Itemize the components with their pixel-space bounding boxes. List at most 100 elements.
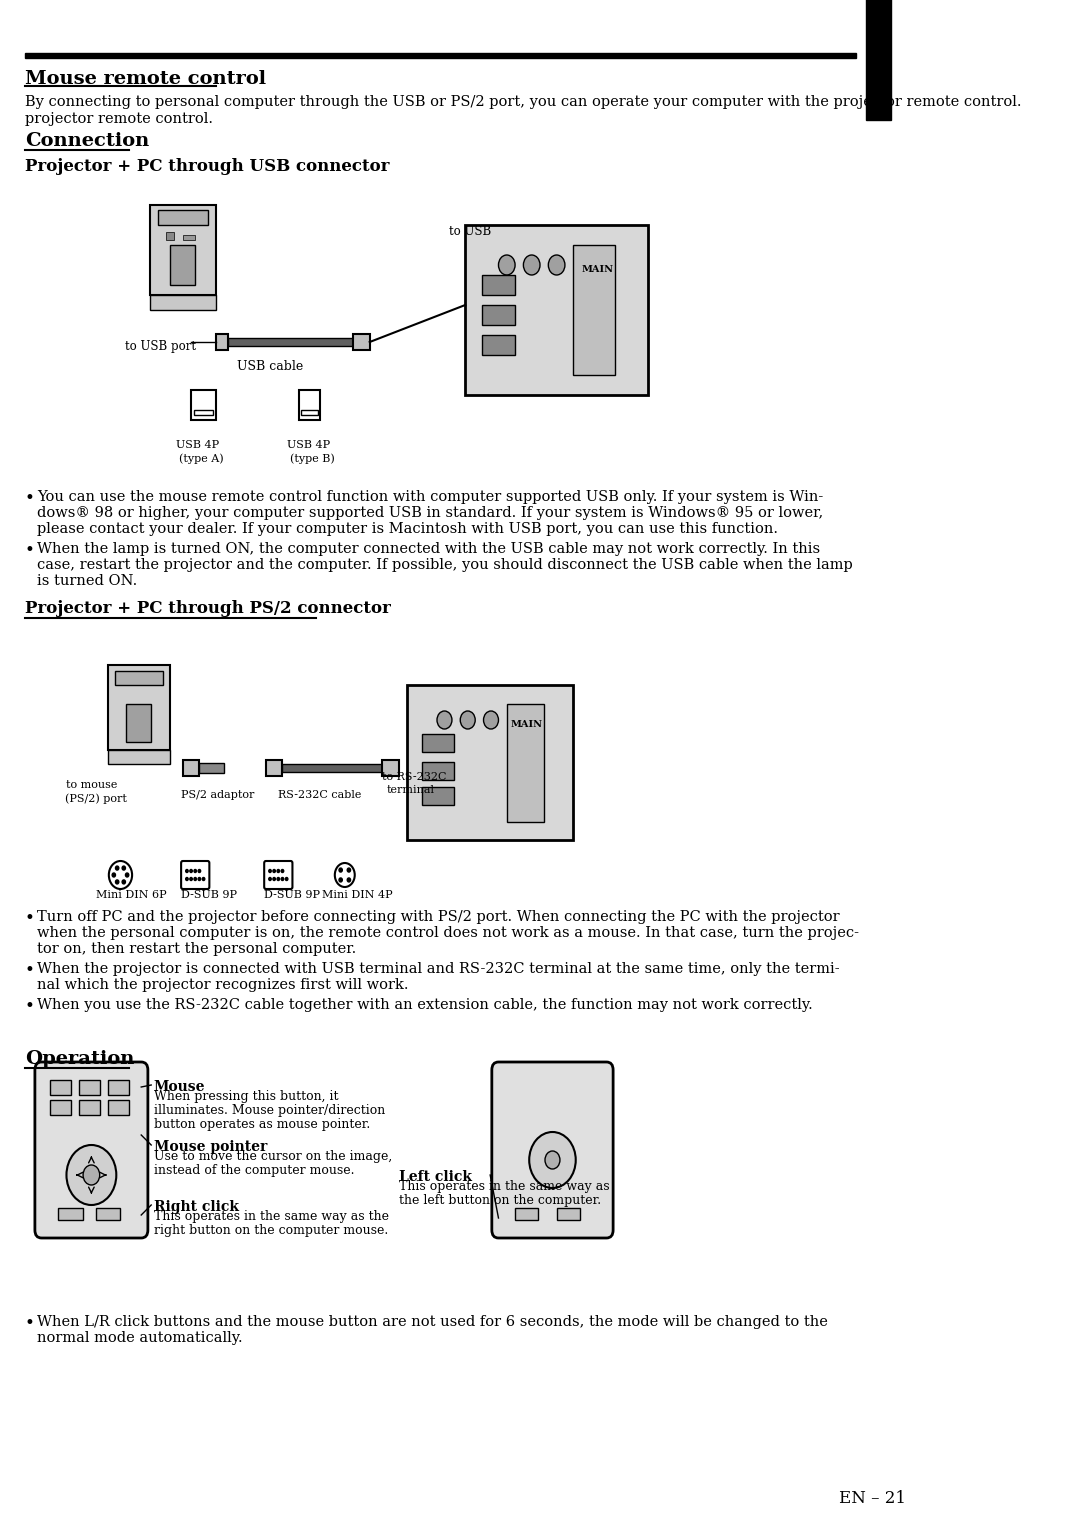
Bar bbox=[407, 685, 573, 840]
Text: When the lamp is turned ON, the computer connected with the USB cable may not wo: When the lamp is turned ON, the computer… bbox=[38, 542, 821, 556]
Bar bbox=[79, 1100, 99, 1115]
Text: button operates as mouse pointer.: button operates as mouse pointer. bbox=[153, 1118, 370, 1131]
Text: This operates in the same way as the: This operates in the same way as the bbox=[153, 1210, 389, 1222]
Text: to RS-232C: to RS-232C bbox=[382, 772, 447, 782]
Text: When L/R click buttons and the mouse button are not used for 6 seconds, the mode: When L/R click buttons and the mouse but… bbox=[38, 1316, 828, 1329]
Circle shape bbox=[198, 869, 201, 872]
Text: When you use the RS-232C cable together with an extension cable, the function ma: When you use the RS-232C cable together … bbox=[38, 998, 813, 1012]
Bar bbox=[200, 762, 225, 773]
Bar bbox=[166, 232, 175, 240]
Circle shape bbox=[549, 255, 565, 275]
Circle shape bbox=[186, 877, 188, 880]
Circle shape bbox=[281, 877, 284, 880]
Circle shape bbox=[109, 860, 132, 889]
Text: Mini DIN 6P: Mini DIN 6P bbox=[95, 889, 166, 900]
Bar bbox=[422, 733, 454, 752]
Text: Operation: Operation bbox=[25, 1050, 134, 1068]
Bar bbox=[300, 410, 319, 416]
Bar bbox=[266, 759, 283, 776]
Bar bbox=[216, 335, 229, 350]
Bar bbox=[482, 335, 515, 354]
Bar bbox=[382, 759, 399, 776]
Text: By connecting to personal computer through the USB or PS/2 port, you can operate: By connecting to personal computer throu… bbox=[25, 95, 1022, 108]
Bar bbox=[25, 53, 855, 58]
FancyBboxPatch shape bbox=[265, 860, 293, 889]
Text: USB 4P: USB 4P bbox=[176, 440, 219, 451]
Circle shape bbox=[194, 877, 197, 880]
Circle shape bbox=[460, 711, 475, 729]
Text: Turn off PC and the projector before connecting with PS/2 port. When connecting : Turn off PC and the projector before con… bbox=[38, 911, 840, 924]
Bar bbox=[422, 787, 454, 805]
Bar bbox=[183, 235, 195, 240]
Text: (type A): (type A) bbox=[178, 452, 224, 463]
Bar bbox=[482, 306, 515, 325]
Text: to mouse: to mouse bbox=[67, 779, 118, 790]
FancyBboxPatch shape bbox=[35, 1062, 148, 1238]
Bar bbox=[58, 1209, 83, 1219]
Text: Connection: Connection bbox=[25, 131, 149, 150]
Bar bbox=[149, 295, 216, 310]
Circle shape bbox=[116, 866, 119, 869]
Text: Projector + PC through PS/2 connector: Projector + PC through PS/2 connector bbox=[25, 601, 391, 617]
Bar bbox=[299, 390, 320, 420]
Text: Mouse: Mouse bbox=[153, 1080, 205, 1094]
Circle shape bbox=[348, 879, 351, 882]
Bar bbox=[353, 335, 369, 350]
Bar bbox=[158, 209, 207, 225]
Bar bbox=[50, 1080, 70, 1096]
Text: •: • bbox=[25, 490, 35, 507]
Text: PS/2 adaptor: PS/2 adaptor bbox=[181, 790, 255, 801]
Bar bbox=[108, 1080, 129, 1096]
Circle shape bbox=[484, 711, 499, 729]
Bar bbox=[183, 759, 200, 776]
Text: •: • bbox=[25, 911, 35, 927]
Text: to USB: to USB bbox=[448, 225, 491, 238]
Text: You can use the mouse remote control function with computer supported USB only. : You can use the mouse remote control fun… bbox=[38, 490, 824, 504]
Circle shape bbox=[339, 879, 342, 882]
Bar bbox=[465, 225, 648, 396]
Circle shape bbox=[529, 1132, 576, 1187]
Text: is turned ON.: is turned ON. bbox=[38, 575, 137, 588]
Circle shape bbox=[125, 872, 129, 877]
Text: nal which the projector recognizes first will work.: nal which the projector recognizes first… bbox=[38, 978, 409, 992]
Text: instead of the computer mouse.: instead of the computer mouse. bbox=[153, 1164, 354, 1177]
Bar bbox=[515, 1209, 538, 1219]
Text: Mini DIN 4P: Mini DIN 4P bbox=[322, 889, 393, 900]
Text: When pressing this button, it: When pressing this button, it bbox=[153, 1089, 338, 1103]
Circle shape bbox=[83, 1164, 99, 1186]
Text: •: • bbox=[25, 542, 35, 559]
Circle shape bbox=[545, 1151, 559, 1169]
Text: USB cable: USB cable bbox=[237, 361, 303, 373]
Bar bbox=[283, 764, 382, 772]
Text: When the projector is connected with USB terminal and RS-232C terminal at the sa: When the projector is connected with USB… bbox=[38, 963, 840, 976]
Circle shape bbox=[524, 255, 540, 275]
Circle shape bbox=[190, 877, 192, 880]
Bar bbox=[149, 205, 216, 295]
FancyBboxPatch shape bbox=[491, 1062, 613, 1238]
Text: case, restart the projector and the computer. If possible, you should disconnect: case, restart the projector and the comp… bbox=[38, 558, 853, 571]
Text: Mouse remote control: Mouse remote control bbox=[25, 70, 266, 89]
Circle shape bbox=[273, 877, 275, 880]
Bar bbox=[126, 704, 151, 743]
Circle shape bbox=[67, 1144, 117, 1206]
Bar bbox=[171, 244, 195, 286]
Bar bbox=[191, 390, 216, 420]
Text: •: • bbox=[25, 998, 35, 1015]
Bar bbox=[507, 704, 544, 822]
Circle shape bbox=[285, 877, 288, 880]
Circle shape bbox=[499, 255, 515, 275]
Bar bbox=[95, 1209, 121, 1219]
Text: RS-232C cable: RS-232C cable bbox=[279, 790, 362, 801]
Text: ENGLISH: ENGLISH bbox=[872, 232, 886, 307]
Circle shape bbox=[122, 866, 125, 869]
Bar bbox=[194, 410, 213, 416]
Circle shape bbox=[202, 877, 205, 880]
Bar bbox=[79, 1080, 99, 1096]
Text: Right click: Right click bbox=[153, 1199, 239, 1215]
Bar bbox=[108, 1100, 129, 1115]
Bar bbox=[108, 665, 171, 750]
Text: when the personal computer is on, the remote control does not work as a mouse. I: when the personal computer is on, the re… bbox=[38, 926, 860, 940]
Circle shape bbox=[198, 877, 201, 880]
Circle shape bbox=[281, 869, 284, 872]
Bar bbox=[482, 275, 515, 295]
